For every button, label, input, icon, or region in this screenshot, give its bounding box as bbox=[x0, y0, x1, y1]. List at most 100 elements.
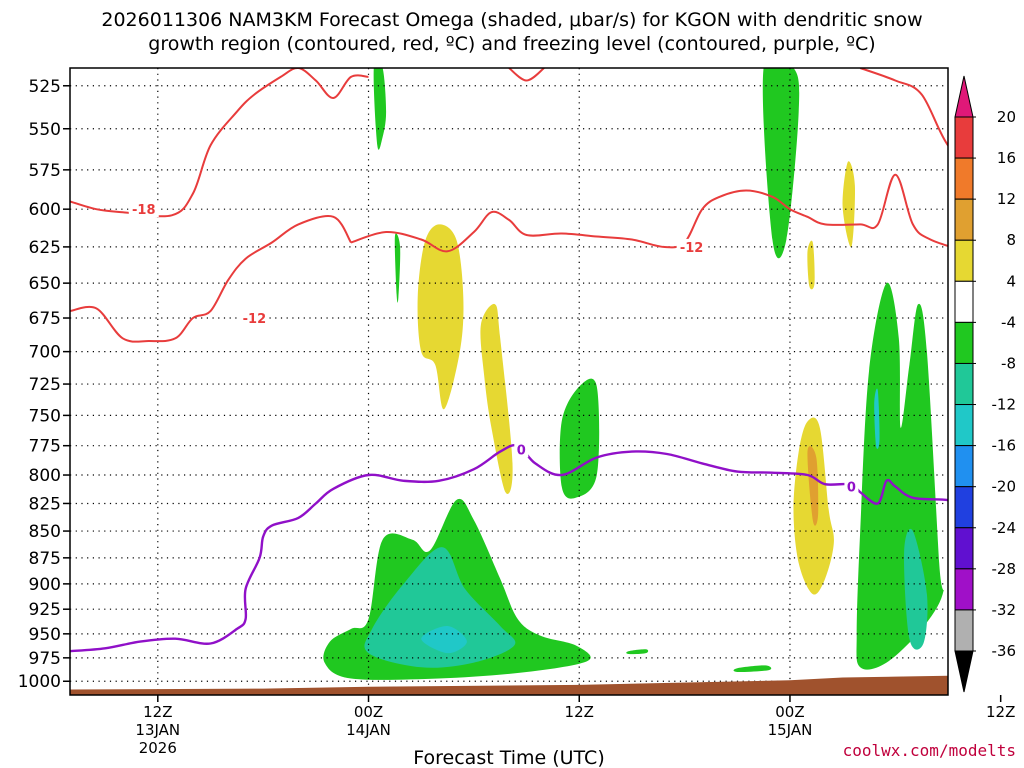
colorbar-bin--32-to--28 bbox=[954, 568, 974, 611]
colorbar-bin--24-to--20 bbox=[954, 486, 974, 529]
omega-area-ascent-right-thread bbox=[874, 388, 880, 449]
y-tick-label-625: 625 bbox=[29, 238, 61, 258]
y-tick-label-825: 825 bbox=[29, 494, 61, 514]
plot-frame bbox=[69, 67, 949, 696]
dgz-contour-5 bbox=[70, 215, 352, 343]
freezing-level-label-1-bg bbox=[844, 478, 859, 495]
omega-area-ascent-right-core bbox=[904, 528, 928, 650]
y-tick-label-800: 800 bbox=[29, 466, 61, 486]
omega-area-descent-3-core bbox=[807, 446, 819, 526]
dgz-contour-label-3-bg bbox=[676, 238, 707, 255]
freezing-level-label-0-bg bbox=[514, 441, 529, 458]
x-tick-label-18-2: 14JAN bbox=[346, 721, 391, 739]
colorbar-label--36: -36 bbox=[992, 642, 1017, 660]
y-tick-label-575: 575 bbox=[29, 161, 61, 181]
terrain-layer bbox=[70, 675, 948, 695]
dgz-contour-label-5-bg bbox=[239, 310, 270, 327]
colorbar-bin--4-to-4 bbox=[954, 280, 974, 323]
dgz-contour-2 bbox=[859, 68, 948, 148]
colorbar-bin--12-to--8 bbox=[954, 362, 974, 406]
omega-area-ascent-main-max bbox=[421, 625, 467, 654]
contour-label-layer: -18-12-12-12000 bbox=[128, 201, 1009, 496]
y-tick-label-1000: 1000 bbox=[18, 672, 61, 692]
y-tick-label-850: 850 bbox=[29, 522, 61, 542]
colorbar-bin-12-to-16 bbox=[954, 157, 974, 200]
credit-text: coolwx.com/modelts bbox=[843, 741, 1016, 760]
colorbar-label-8: 8 bbox=[1006, 231, 1016, 249]
dgz-contour-1 bbox=[508, 68, 545, 82]
colorbar-label--8: -8 bbox=[1001, 354, 1016, 372]
x-tick-label-42-2: 15JAN bbox=[768, 721, 813, 739]
omega-shading-layer bbox=[323, 68, 948, 680]
colorbar-bin--16-to--12 bbox=[954, 404, 974, 447]
omega-area-ascent-main-core bbox=[364, 547, 516, 668]
chart-title-line-2: growth region (contoured, red, ºC) and f… bbox=[148, 33, 875, 55]
colorbar-bin-4-to-8 bbox=[954, 239, 974, 282]
dgz-contour-label-3: -12 bbox=[680, 241, 704, 256]
colorbar-label-16: 16 bbox=[997, 149, 1016, 167]
y-tick-label-950: 950 bbox=[29, 625, 61, 645]
dgz-contour-label-4: -12 bbox=[985, 241, 1009, 256]
contour-layer bbox=[70, 68, 1024, 653]
dgz-contour-label-0-bg bbox=[128, 201, 159, 218]
freezing-level-label-1: 0 bbox=[847, 481, 856, 496]
y-tick-label-775: 775 bbox=[29, 437, 61, 457]
x-tick-label-54-1: 12Z bbox=[986, 703, 1015, 721]
y-tick-label-550: 550 bbox=[29, 120, 61, 140]
omega-area-descent-1 bbox=[417, 224, 464, 410]
y-axis: 525 550 575 600 625 650 675 700 725 750 775 800 825 8… bbox=[18, 77, 70, 692]
colorbar-bin-8-to-12 bbox=[954, 198, 974, 241]
dgz-contour-label-5: -12 bbox=[243, 312, 267, 327]
x-tick-label-18-1: 00Z bbox=[354, 703, 383, 721]
colorbar-label--4: -4 bbox=[1001, 313, 1016, 331]
colorbar-label--20: -20 bbox=[992, 478, 1017, 496]
colorbar-label--24: -24 bbox=[992, 519, 1017, 537]
terrain-ground bbox=[70, 675, 948, 695]
y-tick-label-875: 875 bbox=[29, 549, 61, 569]
dgz-contour-0 bbox=[70, 68, 369, 218]
x-tick-label-6-2: 13JAN bbox=[135, 721, 180, 739]
colorbar-label--12: -12 bbox=[992, 396, 1017, 414]
omega-area-ascent-upper-1 bbox=[373, 68, 387, 150]
colorbar-bin--20-to--16 bbox=[954, 445, 974, 488]
omega-area-descent-5 bbox=[807, 240, 815, 290]
colorbar-label-20: 20 bbox=[997, 108, 1016, 126]
omega-area-descent-2 bbox=[480, 303, 513, 494]
freezing-level-contour bbox=[70, 444, 948, 653]
y-tick-label-725: 725 bbox=[29, 375, 61, 395]
y-tick-label-650: 650 bbox=[29, 274, 61, 294]
dgz-contour-3 bbox=[350, 173, 948, 253]
x-tick-label-6-1: 12Z bbox=[143, 703, 172, 721]
colorbar-bin--28-to--24 bbox=[954, 527, 974, 570]
x-tick-label-6-3: 2026 bbox=[139, 739, 177, 757]
x-tick-label-42-1: 00Z bbox=[775, 703, 804, 721]
colorbar-label-4: 4 bbox=[1006, 272, 1016, 290]
x-axis-label: Forecast Time (UTC) bbox=[413, 747, 604, 768]
colorbar-bin--36-to--32 bbox=[954, 609, 974, 652]
freezing-level-label-0: 0 bbox=[517, 443, 526, 458]
dgz-contour-4 bbox=[1018, 251, 1024, 314]
y-tick-label-700: 700 bbox=[29, 343, 61, 363]
plot-background bbox=[70, 68, 948, 695]
x-tick-label-30-1: 12Z bbox=[565, 703, 594, 721]
colorbar-label--32: -32 bbox=[992, 601, 1017, 619]
y-tick-label-750: 750 bbox=[29, 406, 61, 426]
colorbar-label-12: 12 bbox=[997, 190, 1016, 208]
colorbar-label--16: -16 bbox=[992, 437, 1017, 455]
y-tick-label-600: 600 bbox=[29, 200, 61, 220]
y-tick-label-975: 975 bbox=[29, 649, 61, 669]
y-tick-label-900: 900 bbox=[29, 575, 61, 595]
colorbar-bin--8-to--4 bbox=[954, 321, 974, 364]
colorbar-label--28: -28 bbox=[992, 560, 1017, 578]
y-tick-label-925: 925 bbox=[29, 600, 61, 620]
omega-area-ascent-dot-2 bbox=[733, 665, 772, 673]
omega-area-ascent-dot-1 bbox=[626, 649, 649, 655]
y-tick-label-525: 525 bbox=[29, 77, 61, 97]
colorbar-over-arrow bbox=[954, 75, 974, 118]
colorbar-bin-16-to-20 bbox=[954, 116, 974, 159]
dgz-contour-label-0: -18 bbox=[132, 203, 156, 218]
colorbar: 20 16 12 8 4 -4 -8 -12 -16 -20 -24 -28 -32 -36 bbox=[954, 75, 1017, 693]
chart-title-line-1: 2026011306 NAM3KM Forecast Omega (shaded… bbox=[101, 9, 922, 31]
